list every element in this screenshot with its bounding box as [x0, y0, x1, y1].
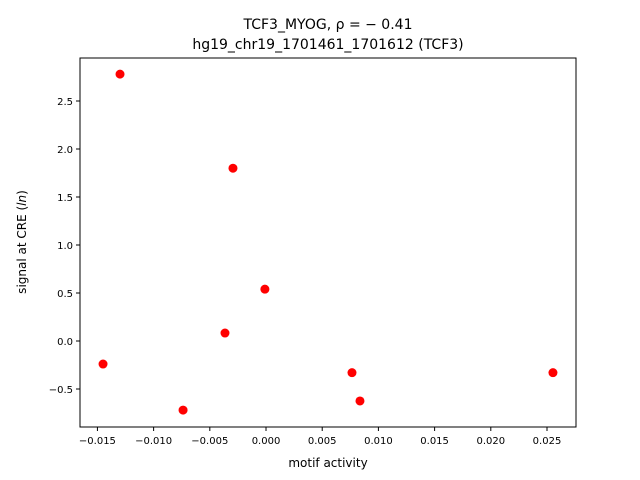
chart-title-line1: TCF3_MYOG, ρ = − 0.41	[243, 17, 413, 33]
x-tick-label: 0.015	[420, 436, 449, 447]
x-axis-label: motif activity	[288, 456, 367, 470]
x-tick-label: 0.020	[476, 436, 505, 447]
y-tick-label: 1.0	[57, 241, 73, 252]
x-tick-label: −0.005	[191, 436, 228, 447]
y-tick-label: 0.5	[57, 289, 73, 300]
y-tick-label: 2.0	[57, 145, 73, 156]
x-tick-label: 0.010	[364, 436, 393, 447]
data-point	[355, 396, 365, 406]
data-point	[178, 405, 188, 415]
x-tick-label: 0.005	[308, 436, 337, 447]
data-point	[260, 284, 270, 294]
y-tick-label: 0.0	[57, 337, 73, 348]
data-point	[228, 163, 238, 173]
x-tick-label: −0.015	[79, 436, 116, 447]
data-point	[548, 368, 558, 378]
chart-title-line2: hg19_chr19_1701461_1701612 (TCF3)	[192, 37, 463, 53]
data-point	[115, 69, 125, 79]
y-tick-label: 2.5	[57, 97, 73, 108]
y-tick-label: −0.5	[49, 385, 73, 396]
x-tick-label: 0.000	[252, 436, 281, 447]
data-point	[220, 328, 230, 338]
x-tick-label: 0.025	[533, 436, 562, 447]
y-axis-label: signal at CRE (ln)	[15, 190, 29, 294]
y-tick-label: 1.5	[57, 193, 73, 204]
data-point	[98, 359, 108, 369]
x-tick-label: −0.010	[135, 436, 172, 447]
plot-area-frame	[79, 57, 577, 428]
data-point	[347, 368, 357, 378]
